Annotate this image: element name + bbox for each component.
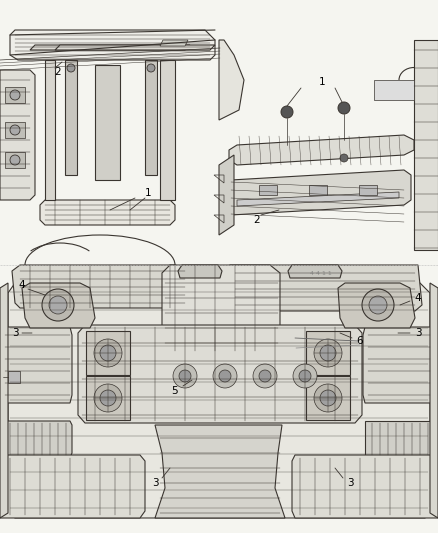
Polygon shape bbox=[222, 265, 422, 311]
Polygon shape bbox=[0, 283, 8, 518]
Circle shape bbox=[219, 370, 231, 382]
Polygon shape bbox=[45, 60, 55, 200]
Polygon shape bbox=[219, 155, 234, 235]
Circle shape bbox=[10, 125, 20, 135]
Polygon shape bbox=[65, 60, 77, 175]
Circle shape bbox=[320, 345, 336, 361]
Circle shape bbox=[253, 364, 277, 388]
Circle shape bbox=[213, 364, 237, 388]
Text: 3: 3 bbox=[152, 478, 158, 488]
Circle shape bbox=[314, 339, 342, 367]
Polygon shape bbox=[224, 170, 411, 215]
Text: 3: 3 bbox=[347, 478, 353, 488]
Polygon shape bbox=[178, 265, 222, 278]
Circle shape bbox=[147, 64, 155, 72]
Polygon shape bbox=[374, 80, 414, 100]
Polygon shape bbox=[363, 327, 434, 403]
Circle shape bbox=[362, 289, 394, 321]
Polygon shape bbox=[5, 122, 25, 138]
Circle shape bbox=[338, 102, 350, 114]
Polygon shape bbox=[0, 421, 72, 458]
Polygon shape bbox=[95, 65, 120, 180]
Text: 1: 1 bbox=[319, 77, 325, 87]
Polygon shape bbox=[292, 455, 438, 518]
Polygon shape bbox=[0, 455, 145, 518]
Text: 2: 2 bbox=[254, 215, 260, 225]
Polygon shape bbox=[145, 60, 157, 175]
Circle shape bbox=[173, 364, 197, 388]
Polygon shape bbox=[160, 40, 188, 46]
Text: 6: 6 bbox=[357, 336, 363, 346]
Circle shape bbox=[49, 296, 67, 314]
Polygon shape bbox=[237, 192, 399, 206]
Polygon shape bbox=[229, 135, 414, 165]
Circle shape bbox=[281, 106, 293, 118]
Circle shape bbox=[179, 370, 191, 382]
Polygon shape bbox=[10, 30, 215, 60]
Polygon shape bbox=[309, 185, 327, 195]
Polygon shape bbox=[365, 421, 438, 458]
Polygon shape bbox=[0, 70, 35, 200]
Polygon shape bbox=[30, 45, 190, 50]
Bar bbox=[86, 376, 130, 420]
Circle shape bbox=[340, 154, 348, 162]
Polygon shape bbox=[430, 283, 438, 518]
Polygon shape bbox=[3, 327, 72, 403]
Circle shape bbox=[369, 296, 387, 314]
Polygon shape bbox=[288, 265, 342, 278]
Text: 3: 3 bbox=[12, 328, 18, 338]
Polygon shape bbox=[359, 185, 377, 195]
Bar bbox=[86, 331, 130, 375]
Circle shape bbox=[10, 90, 20, 100]
Polygon shape bbox=[259, 185, 277, 195]
Polygon shape bbox=[12, 265, 190, 308]
Polygon shape bbox=[338, 283, 415, 328]
Polygon shape bbox=[22, 283, 95, 328]
Polygon shape bbox=[40, 200, 175, 225]
Polygon shape bbox=[5, 152, 25, 168]
Text: 1: 1 bbox=[145, 188, 151, 198]
Polygon shape bbox=[155, 425, 285, 518]
Polygon shape bbox=[8, 371, 20, 383]
Circle shape bbox=[299, 370, 311, 382]
Polygon shape bbox=[5, 87, 25, 103]
Circle shape bbox=[10, 155, 20, 165]
Text: 4 4 1 1: 4 4 1 1 bbox=[310, 271, 332, 276]
Text: 5: 5 bbox=[172, 386, 178, 396]
Circle shape bbox=[94, 384, 122, 412]
Circle shape bbox=[293, 364, 317, 388]
Polygon shape bbox=[55, 45, 215, 50]
Polygon shape bbox=[160, 60, 175, 200]
Bar bbox=[306, 376, 350, 420]
Polygon shape bbox=[78, 325, 362, 423]
Circle shape bbox=[100, 390, 116, 406]
Circle shape bbox=[259, 370, 271, 382]
Bar bbox=[306, 331, 350, 375]
Polygon shape bbox=[414, 40, 438, 250]
Circle shape bbox=[67, 64, 75, 72]
Polygon shape bbox=[8, 283, 430, 518]
Circle shape bbox=[100, 345, 116, 361]
Text: 2: 2 bbox=[55, 67, 61, 77]
Circle shape bbox=[42, 289, 74, 321]
Circle shape bbox=[320, 390, 336, 406]
Polygon shape bbox=[219, 40, 244, 120]
Text: 4: 4 bbox=[19, 280, 25, 290]
Polygon shape bbox=[162, 265, 280, 353]
Circle shape bbox=[94, 339, 122, 367]
Text: 4: 4 bbox=[415, 293, 421, 303]
Text: 3: 3 bbox=[415, 328, 421, 338]
Circle shape bbox=[314, 384, 342, 412]
